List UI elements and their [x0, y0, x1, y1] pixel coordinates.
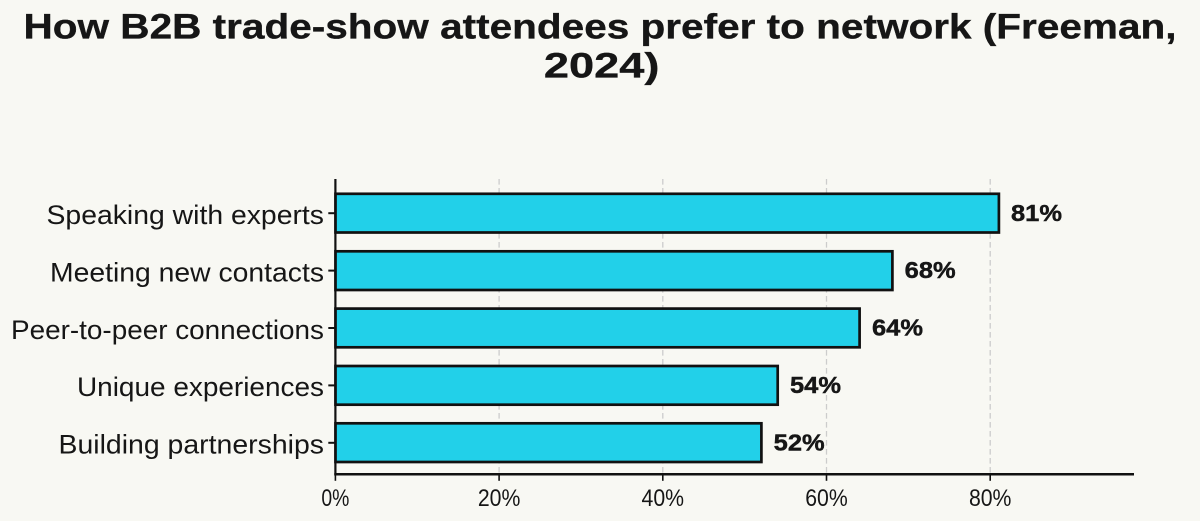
svg-text:40%: 40%: [642, 485, 685, 512]
svg-text:Building partnerships: Building partnerships: [59, 430, 325, 460]
svg-text:Peer-to-peer connections: Peer-to-peer connections: [11, 315, 324, 345]
svg-text:60%: 60%: [805, 485, 848, 512]
svg-text:81%: 81%: [1011, 200, 1062, 226]
svg-text:0%: 0%: [321, 485, 349, 512]
svg-text:How B2B trade-show attendees p: How B2B trade-show attendees prefer to n…: [24, 7, 1177, 47]
svg-text:80%: 80%: [969, 485, 1012, 512]
svg-text:Unique experiences: Unique experiences: [77, 372, 324, 402]
svg-text:20%: 20%: [478, 485, 521, 512]
svg-text:68%: 68%: [905, 257, 956, 283]
svg-text:Speaking with experts: Speaking with experts: [47, 200, 325, 230]
svg-text:2024): 2024): [544, 45, 660, 85]
svg-text:52%: 52%: [774, 429, 825, 455]
svg-text:Meeting new contacts: Meeting new contacts: [50, 257, 324, 287]
svg-text:54%: 54%: [790, 372, 841, 398]
svg-text:64%: 64%: [872, 315, 923, 341]
